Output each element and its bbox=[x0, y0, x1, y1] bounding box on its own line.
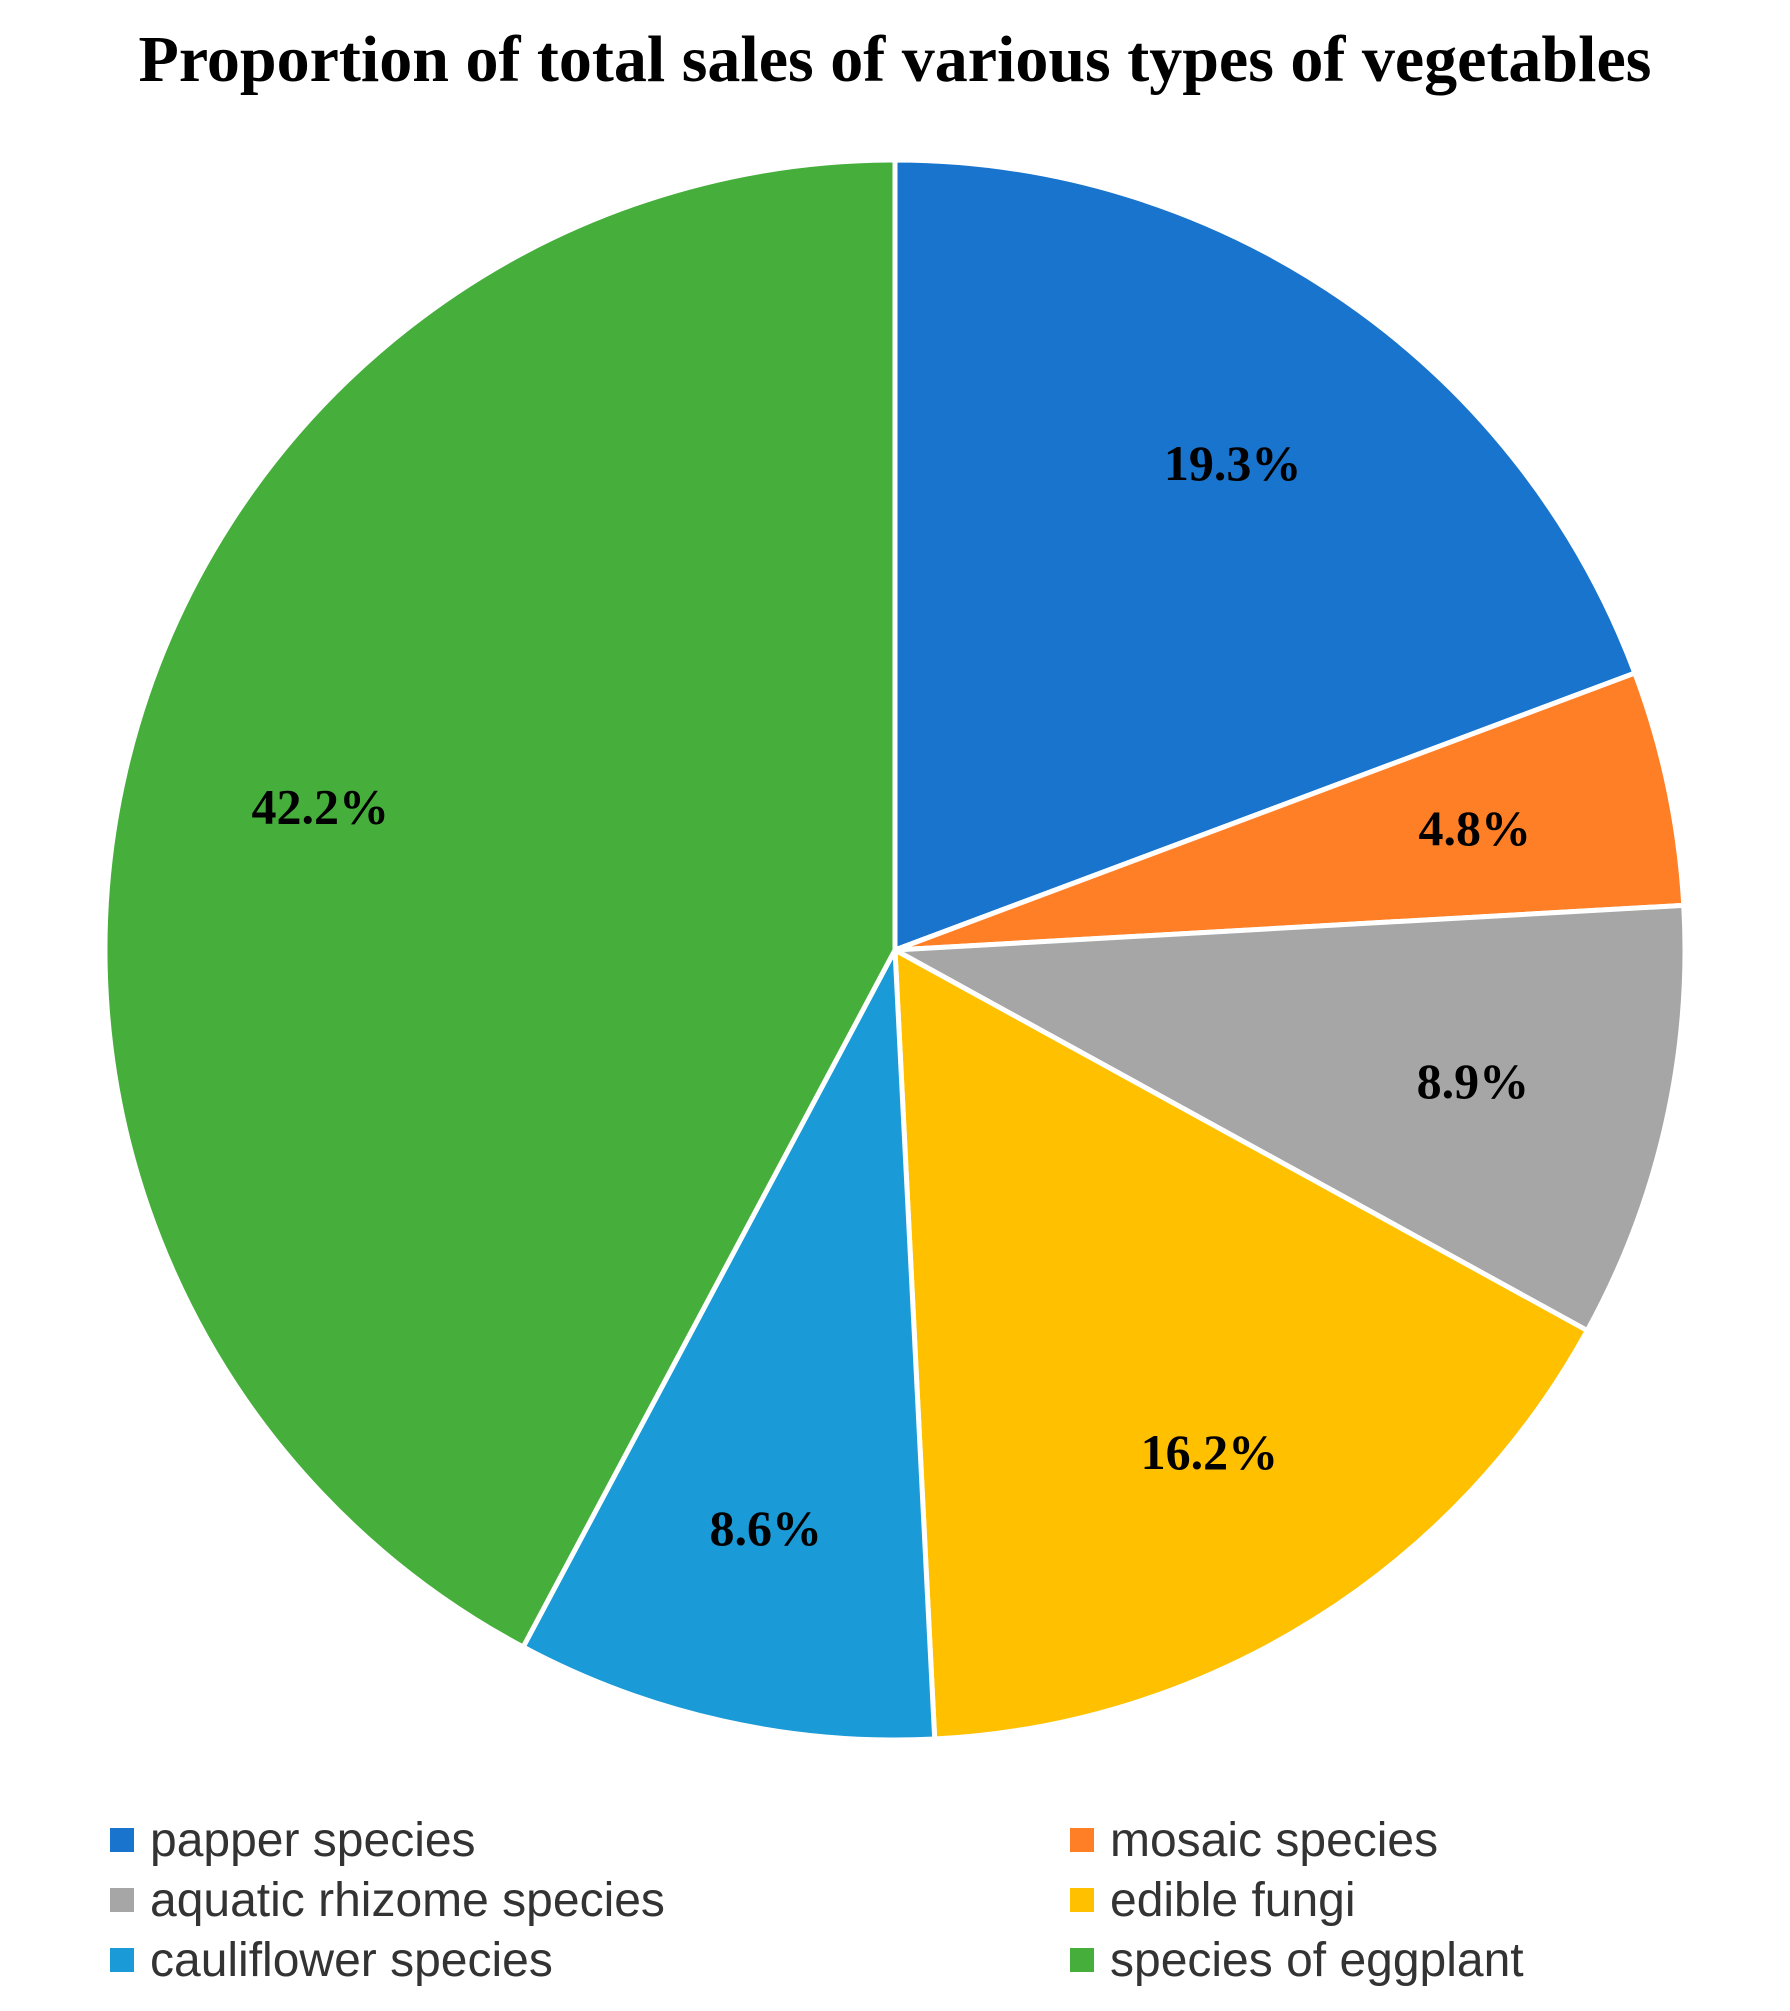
legend-item-papper-species: papper species bbox=[110, 1810, 1070, 1870]
pie-slice-species-of-eggplant bbox=[102, 157, 898, 1651]
pie-labels: 19.3% 4.8% 8.9% 16.2% 8.6% 42.2% bbox=[251, 435, 1531, 1556]
pie-slice-papper-species bbox=[892, 157, 1639, 954]
legend-label: mosaic species bbox=[1110, 1813, 1439, 1867]
pie-slice-cauliflower-species bbox=[519, 940, 938, 1743]
data-label-papper-species: 19.3% bbox=[1164, 435, 1302, 491]
legend-swatch bbox=[1070, 1888, 1094, 1912]
data-label-mosaic-species: 4.8% bbox=[1419, 800, 1532, 856]
data-label-cauliflower-species: 8.6% bbox=[710, 1500, 823, 1556]
legend: papper species mosaic species aquatic rhiz… bbox=[110, 1810, 1710, 1990]
legend-label: aquatic rhizome species bbox=[150, 1873, 665, 1927]
data-label-edible-fungi: 16.2% bbox=[1141, 1424, 1279, 1480]
pie-slice-edible-fungi bbox=[892, 945, 1591, 1742]
chart-title: Proportion of total sales of various typ… bbox=[138, 23, 1652, 96]
legend-label: cauliflower species bbox=[150, 1933, 553, 1987]
data-label-aquatic-rhizome-species: 8.9% bbox=[1417, 1053, 1530, 1109]
legend-item-aquatic-rhizome-species: aquatic rhizome species bbox=[110, 1870, 1070, 1930]
legend-label: papper species bbox=[150, 1813, 476, 1867]
legend-label: edible fungi bbox=[1110, 1873, 1356, 1927]
legend-swatch bbox=[1070, 1948, 1094, 1972]
legend-swatch bbox=[110, 1948, 134, 1972]
data-label-species-of-eggplant: 42.2% bbox=[251, 778, 389, 834]
pie-slices bbox=[102, 157, 1688, 1743]
legend-item-mosaic-species: mosaic species bbox=[1070, 1810, 1710, 1870]
pie-slice-mosaic-species bbox=[894, 669, 1687, 953]
pie-chart: 19.3% 4.8% 8.9% 16.2% 8.6% 42.2% bbox=[102, 157, 1688, 1743]
legend-item-cauliflower-species: cauliflower species bbox=[110, 1930, 1070, 1990]
legend-swatch bbox=[1070, 1828, 1094, 1852]
legend-item-species-of-eggplant: species of eggplant bbox=[1070, 1930, 1710, 1990]
legend-label: species of eggplant bbox=[1110, 1933, 1524, 1987]
legend-swatch bbox=[110, 1828, 134, 1852]
legend-swatch bbox=[110, 1888, 134, 1912]
pie-slice-aquatic-rhizome-species bbox=[886, 902, 1688, 1334]
legend-item-edible-fungi: edible fungi bbox=[1070, 1870, 1710, 1930]
